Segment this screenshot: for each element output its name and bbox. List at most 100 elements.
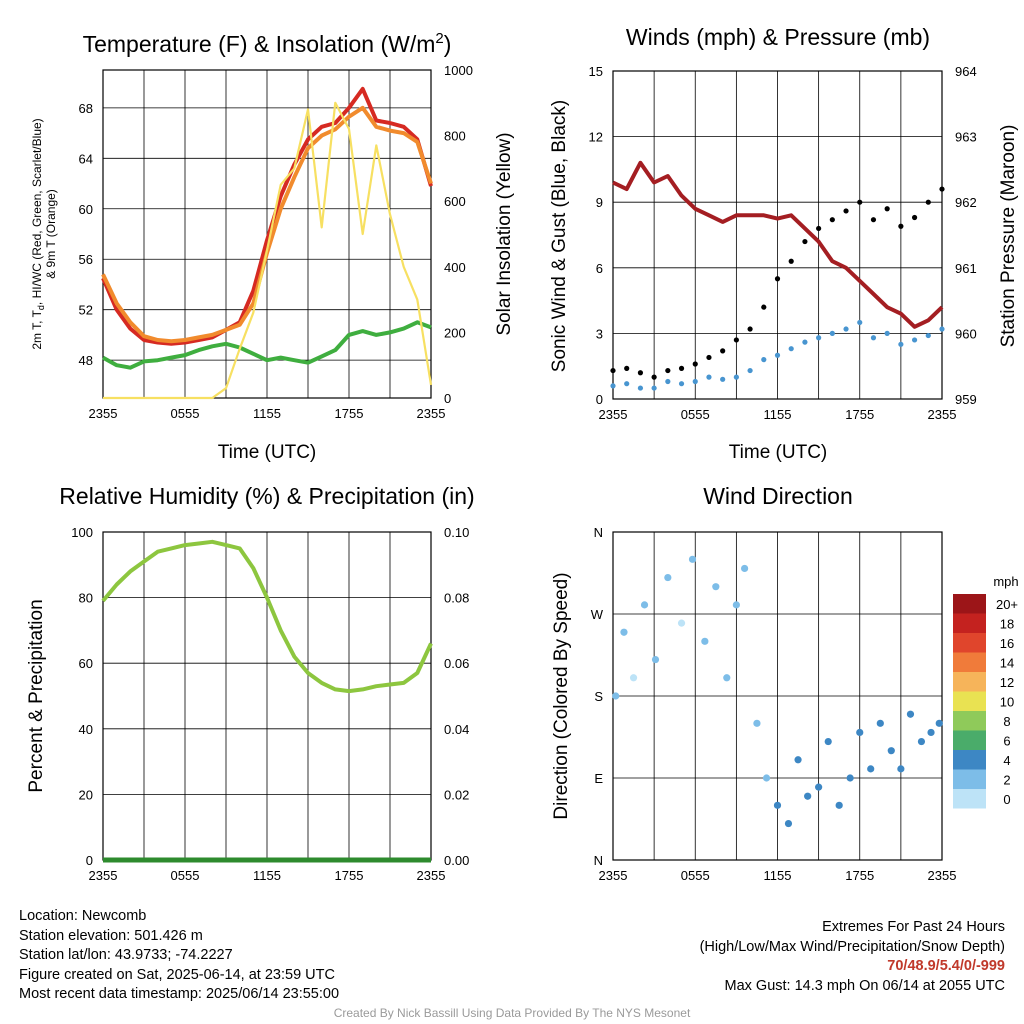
direction-point [815, 783, 823, 791]
direction-point [784, 819, 793, 828]
wind-point [610, 383, 616, 389]
winds-x-label: Time (UTC) [729, 442, 828, 463]
direction-point [935, 719, 943, 727]
x-tick-label: 2355 [928, 407, 957, 422]
temperature-y-label-line1: 2m T, Td, HI/WC (Red, Green, Scarlet/Blu… [30, 118, 46, 349]
gust-point [857, 199, 863, 205]
series-line-rh [101, 539, 433, 694]
x-tick-label: 1755 [335, 406, 364, 421]
colorbar-unit: mph [993, 574, 1018, 589]
x-tick-label: 1155 [253, 406, 281, 421]
colorbar-label: 2 [1003, 772, 1010, 787]
y2-tick-label: 959 [955, 392, 977, 407]
colorbar-swatch [953, 789, 986, 809]
gust-point [898, 223, 904, 229]
gust-point [761, 304, 767, 310]
series-line-red [101, 86, 433, 346]
colorbar-swatch [953, 594, 986, 614]
y2-tick-label: 960 [955, 326, 977, 341]
gust-point [802, 238, 808, 245]
max-gust: Max Gust: 14.3 mph On 06/14 at 2055 UTC [724, 977, 1005, 994]
wind-point [733, 374, 739, 380]
wind-point [624, 381, 630, 387]
wind-point [651, 385, 657, 391]
direction-point [794, 756, 802, 764]
direction-point [753, 719, 761, 727]
colorbar-swatch [953, 730, 986, 750]
y-tick-label: 52 [79, 303, 93, 318]
humidity-title: Relative Humidity (%) & Precipitation (i… [59, 483, 474, 509]
gust-point [816, 225, 822, 232]
y2-tick-label: 0.06 [444, 656, 469, 671]
x-tick-label: 2355 [417, 406, 446, 421]
direction-point [835, 801, 843, 809]
y2-tick-label: 0.04 [444, 722, 469, 737]
y-tick-label: 56 [79, 252, 93, 267]
extremes-title: Extremes For Past 24 Hours [822, 919, 1005, 935]
figure-created: Figure created on Sat, 2025-06-14, at 23… [19, 966, 335, 983]
gust-point [925, 199, 931, 205]
direction-point [824, 737, 832, 746]
colorbar-swatch [953, 672, 986, 692]
station-info: Location: Newcomb Station elevation: 501… [19, 907, 339, 1005]
y2-tick-label: 0.00 [444, 853, 469, 868]
colorbar-label: 8 [1003, 714, 1010, 729]
direction-point [664, 573, 672, 582]
y-tick-label: 64 [79, 151, 93, 166]
y-tick-label: 0 [596, 392, 603, 407]
temperature-panel: Temperature (F) & Insolation (W/m2) 2355… [30, 30, 515, 463]
winds-y-label: Sonic Wind & Gust (Blue, Black) [549, 100, 570, 372]
pressure-y2-label: Station Pressure (Maroon) [998, 125, 1019, 348]
wind-point [774, 352, 781, 358]
y2-tick-label: 800 [444, 129, 466, 144]
x-tick-label: 0555 [171, 406, 200, 421]
gust-point [692, 361, 698, 367]
recent-data-timestamp: Most recent data timestamp: 2025/06/14 2… [19, 986, 340, 1002]
humidity-y-label: Percent & Precipitation [26, 599, 47, 792]
colorbar-label: 16 [1000, 636, 1014, 651]
wind-point [829, 330, 835, 336]
wind-point [747, 367, 753, 374]
x-tick-label: 2355 [89, 868, 118, 883]
direction-point [620, 628, 628, 636]
y-tick-label: 12 [589, 130, 603, 145]
x-tick-label: 0555 [681, 868, 710, 883]
direction-point [762, 774, 771, 782]
humidity-panel: Relative Humidity (%) & Precipitation (i… [26, 483, 475, 883]
colorbar-swatch [953, 652, 986, 672]
direction-point [732, 601, 740, 609]
direction-point [804, 792, 812, 800]
x-tick-label: 2355 [928, 868, 957, 883]
gust-point [911, 214, 918, 221]
x-tick-label: 0555 [681, 407, 710, 422]
y-tick-label: 60 [79, 202, 93, 217]
colorbar-label: 0 [1003, 792, 1010, 807]
direction-point [917, 737, 926, 746]
x-tick-label: 1755 [845, 407, 874, 422]
direction-title: Wind Direction [703, 483, 853, 509]
x-tick-label: 2355 [417, 868, 446, 883]
x-tick-label: 2355 [599, 407, 628, 422]
direction-point [856, 728, 864, 737]
x-tick-label: 1155 [764, 407, 792, 422]
colorbar-label: 10 [1000, 694, 1014, 709]
x-tick-label: 2355 [599, 868, 628, 883]
x-tick-label: 1155 [253, 868, 281, 883]
wind-point [637, 385, 644, 391]
y2-tick-label: 0.08 [444, 591, 469, 606]
station-elevation: Station elevation: 501.426 m [19, 927, 203, 944]
y-tick-label: 68 [79, 101, 93, 116]
y2-tick-label: 963 [955, 130, 977, 145]
wind-point [898, 341, 904, 347]
y-tick-label: 3 [596, 326, 603, 341]
y2-tick-label: 600 [444, 194, 466, 209]
station-latlon: Station lat/lon: 43.9733; -74.2227 [19, 947, 233, 963]
y-tick-label: S [594, 689, 603, 704]
y-tick-label: 6 [596, 261, 603, 276]
extremes-info: Extremes For Past 24 Hours (High/Low/Max… [700, 918, 1005, 996]
direction-point [927, 728, 935, 737]
extremes-subtitle: (High/Low/Max Wind/Precipitation/Snow De… [699, 938, 1005, 955]
direction-point [773, 801, 782, 809]
wind-point [761, 357, 767, 363]
